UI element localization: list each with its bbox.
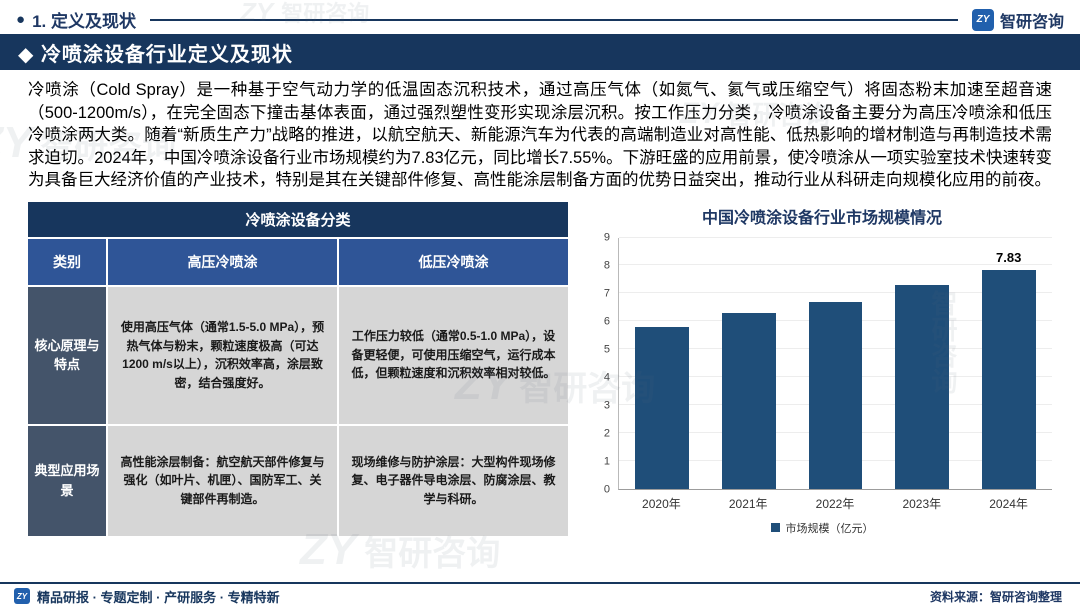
bar-slot xyxy=(879,238,966,489)
bar-value-label: 7.83 xyxy=(996,250,1022,266)
y-tick-label: 2 xyxy=(603,427,610,439)
chart-y-axis: 0 1 2 3 4 5 6 7 8 9 xyxy=(592,232,618,495)
banner-title: ◆ 冷喷涂设备行业定义及现状 xyxy=(18,43,293,66)
gridline xyxy=(619,264,1052,266)
intro-paragraph: 冷喷涂（Cold Spray）是一种基于空气动力学的低温固态沉积技术，通过高压气… xyxy=(28,81,1052,189)
chart-x-labels: 2020年 2021年 2022年 2023年 2024年 xyxy=(618,490,1052,512)
table-header-low-pressure: 低压冷喷涂 xyxy=(339,238,568,285)
footer-tagline: ZY 精品研报 · 专题定制 · 产研服务 · 专精特新 xyxy=(14,587,280,606)
table-cell-principle-high: 使用高压气体（通常1.5-5.0 MPa），预热气体与粉末，颗粒速度极高（可达1… xyxy=(108,286,337,424)
data-source: 资料来源：智研咨询整理 xyxy=(929,589,1062,604)
header-divider xyxy=(149,18,958,21)
table-cell-application-low: 现场维修与防护涂层：大型构件现场修复、电子器件导电涂层、防腐涂层、教学与科研。 xyxy=(339,425,568,536)
page-footer: ZY 精品研报 · 专题定制 · 产研服务 · 专精特新 资料来源：智研咨询整理 xyxy=(0,582,1080,608)
bar xyxy=(895,285,949,489)
brand-logo: ZY 智研咨询 xyxy=(971,8,1064,32)
bar xyxy=(808,301,863,489)
table-row-label-principle: 核心原理与特点 xyxy=(28,286,106,424)
bar-slot xyxy=(792,238,879,489)
y-tick-label: 5 xyxy=(603,343,610,355)
table-row-label-application: 典型应用场景 xyxy=(28,425,106,536)
classification-table: 冷喷涂设备分类 类别 高压冷喷涂 低压冷喷涂 核心原理与特点 使用高压气体（通常… xyxy=(28,201,568,536)
section-title: 1. 定义及现状 xyxy=(32,12,136,31)
y-tick-label: 7 xyxy=(603,287,610,299)
page-header: ● 1. 定义及现状 ZY 智研咨询 xyxy=(0,0,1080,34)
brand-logo-icon: ZY xyxy=(971,8,994,31)
section-bullet-icon: ● xyxy=(16,11,26,28)
y-tick-label: 4 xyxy=(603,371,610,383)
chart-bars: 7.83 xyxy=(619,238,1052,489)
x-axis-label: 2021年 xyxy=(728,496,768,511)
y-tick-label: 0 xyxy=(603,483,610,495)
y-tick-label: 1 xyxy=(603,455,610,467)
table-title: 冷喷涂设备分类 xyxy=(28,201,568,237)
x-axis-label: 2020年 xyxy=(642,496,681,511)
bar xyxy=(722,312,776,489)
legend-label: 市场规模（亿元） xyxy=(785,522,874,535)
chart-plot-row: 0 1 2 3 4 5 6 7 8 9 7.83 xyxy=(592,232,1052,495)
x-axis-label: 2023年 xyxy=(902,496,942,511)
footer-text: 精品研报 · 专题定制 · 产研服务 · 专精特新 xyxy=(37,589,280,605)
bar xyxy=(635,326,690,489)
y-tick-label: 8 xyxy=(603,259,610,271)
y-tick-label: 3 xyxy=(603,399,610,411)
bar: 7.83 xyxy=(981,250,1036,489)
table-header-high-pressure: 高压冷喷涂 xyxy=(108,238,337,285)
x-axis-label: 2024年 xyxy=(989,496,1028,511)
gridline xyxy=(619,292,1052,294)
bar-slot: 7.83 xyxy=(965,238,1052,489)
table-grid: 类别 高压冷喷涂 低压冷喷涂 核心原理与特点 使用高压气体（通常1.5-5.0 … xyxy=(28,238,568,536)
main-content: 冷喷涂设备分类 类别 高压冷喷涂 低压冷喷涂 核心原理与特点 使用高压气体（通常… xyxy=(0,196,1080,536)
y-tick-label: 6 xyxy=(603,315,610,327)
bar-slot xyxy=(619,238,706,489)
legend-swatch xyxy=(770,523,780,532)
table-cell-application-high: 高性能涂层制备：航空航天部件修复与强化（如叶片、机匣）、国防军工、关键部件再制造… xyxy=(108,425,337,536)
table-cell-principle-low: 工作压力较低（通常0.5-1.0 MPa），设备更轻便，可使用压缩空气，运行成本… xyxy=(339,286,568,424)
brand-name: 智研咨询 xyxy=(999,13,1064,31)
chart-title: 中国冷喷涂设备行业市场规模情况 xyxy=(701,209,942,227)
footer-logo-icon: ZY xyxy=(14,588,30,604)
table-header-category: 类别 xyxy=(28,238,106,285)
bar-slot xyxy=(706,238,793,489)
y-tick-label: 9 xyxy=(603,231,610,243)
x-axis-label: 2022年 xyxy=(815,496,855,511)
chart-plot: 7.83 xyxy=(618,236,1052,490)
gridline xyxy=(619,236,1052,238)
chart-legend: 市场规模（亿元） xyxy=(592,520,1052,536)
title-banner: ◆ 冷喷涂设备行业定义及现状 xyxy=(0,34,1080,70)
